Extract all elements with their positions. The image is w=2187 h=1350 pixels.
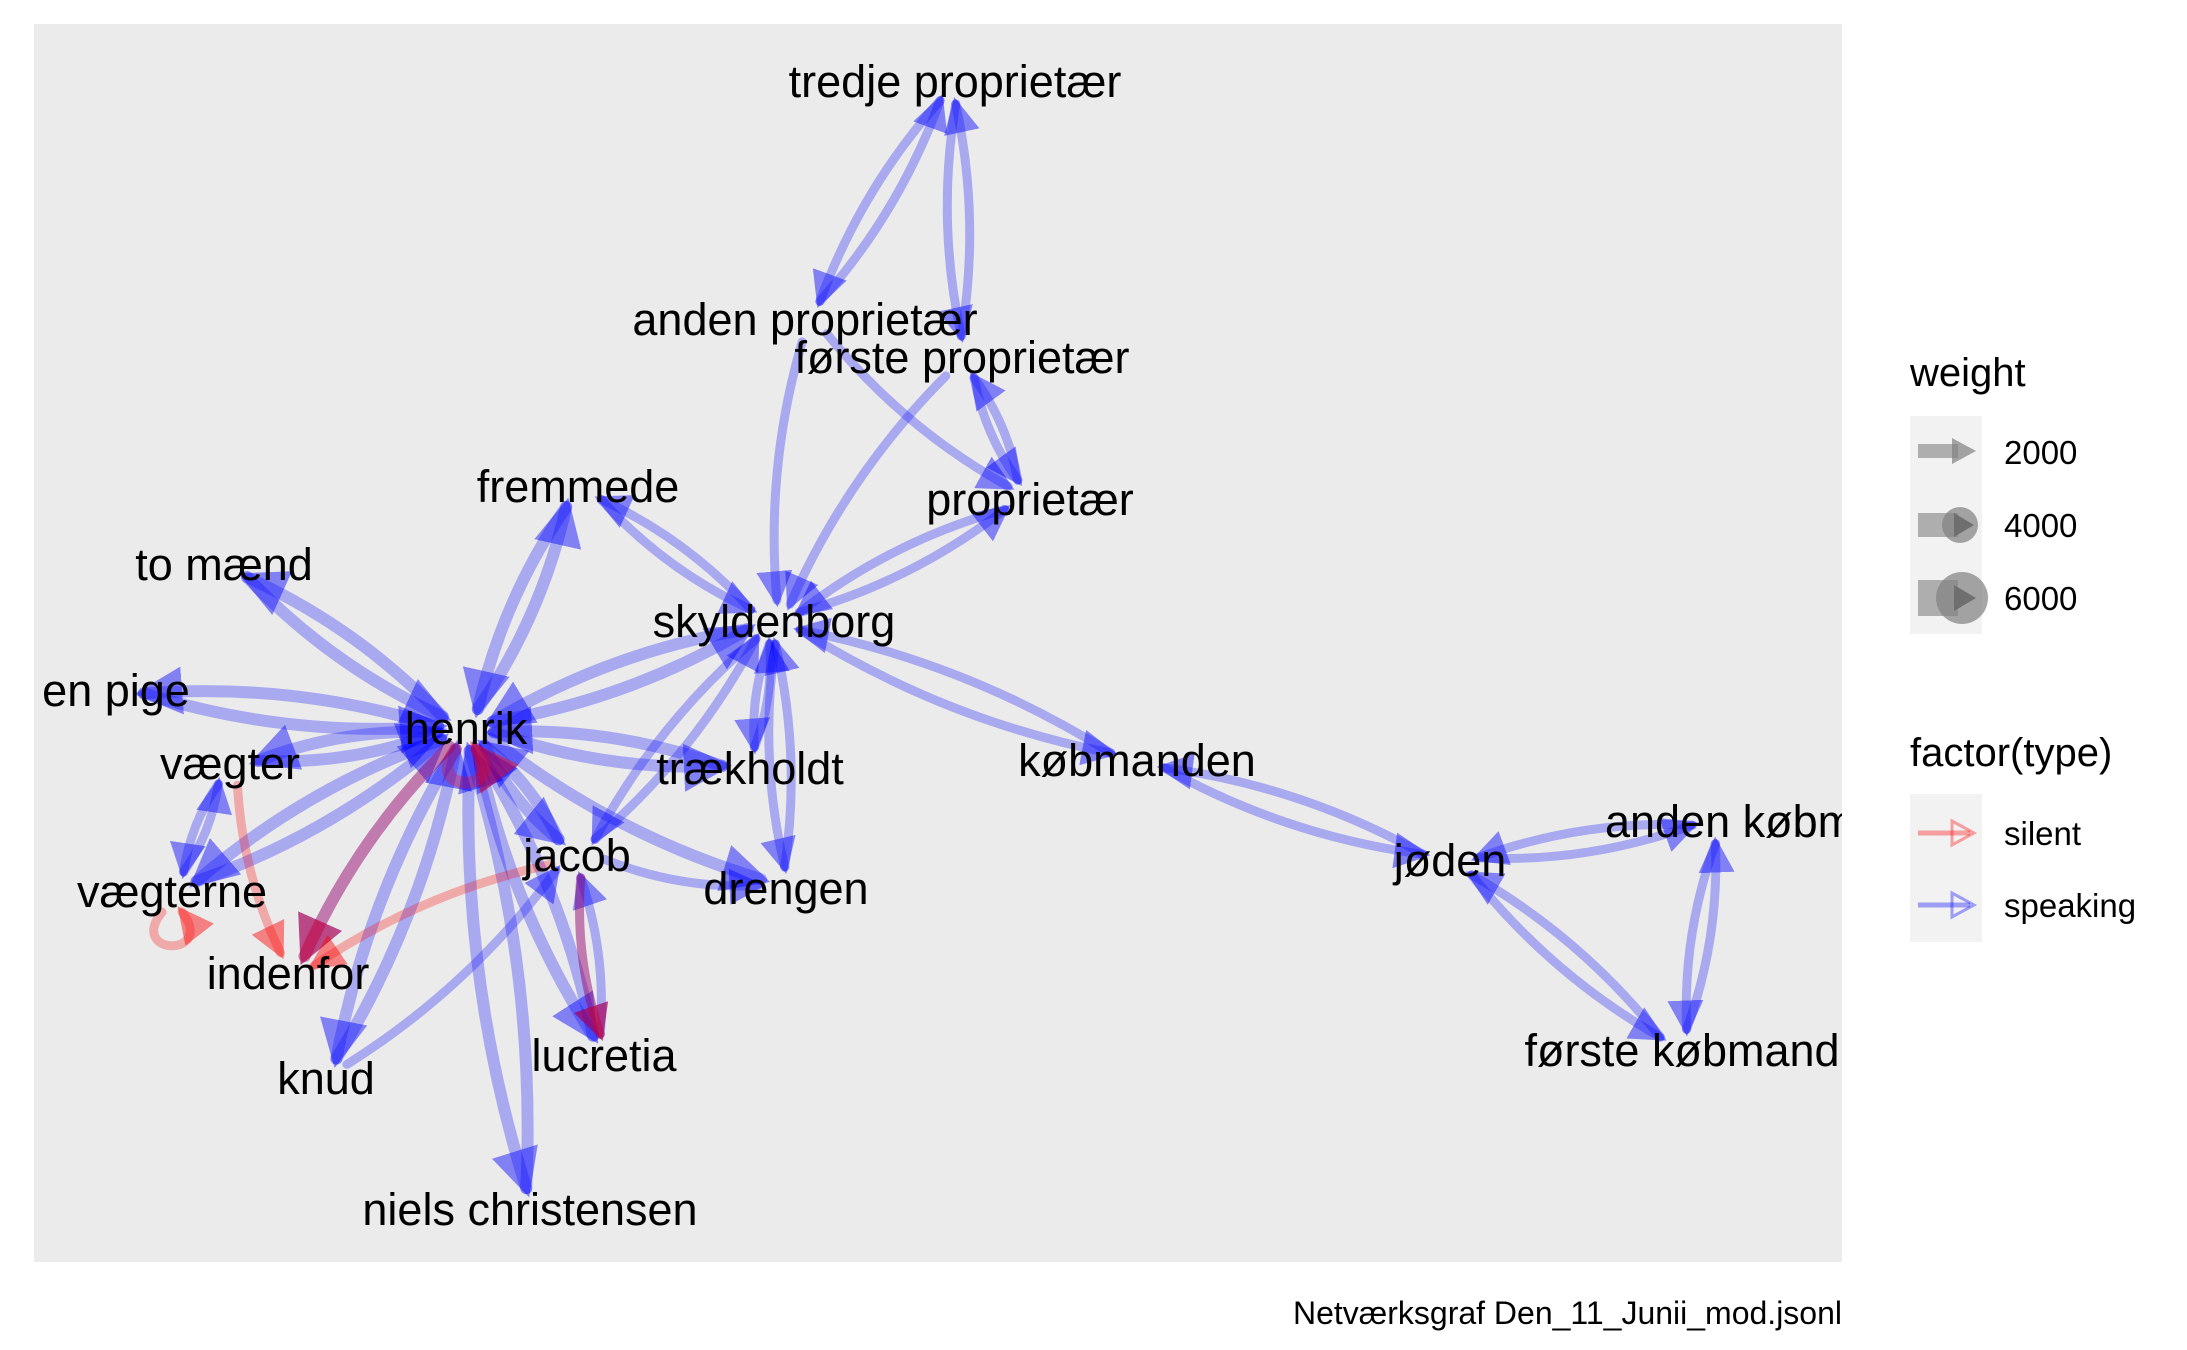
weight-label-4000: 4000 — [2004, 507, 2077, 544]
edge-jacob-to-lucretia — [574, 873, 609, 1042]
edge-henrik-to-henrik — [442, 741, 519, 795]
weight-label-6000: 6000 — [2004, 580, 2077, 617]
edge-joden-to-kobmanden — [1156, 753, 1428, 859]
edge-henrik-to-niels-christensen — [462, 744, 538, 1198]
node-label-to-maend: to mænd — [135, 539, 313, 590]
node-label-anden-proprietaer: anden proprietær — [632, 294, 977, 345]
weight-label-2000: 2000 — [2004, 434, 2077, 471]
edge-vaegter-to-indenfor — [233, 780, 285, 960]
edges-layer — [134, 93, 1735, 1198]
edge-forste-proprietaer-to-tredje-proprietaer — [944, 96, 980, 341]
weight-legend-title: weight — [1909, 351, 2026, 395]
weight-legend: weight 2000 4000 6000 — [1909, 351, 2077, 634]
node-label-lucretia: lucretia — [531, 1030, 677, 1081]
edge-henrik-to-drengen — [485, 732, 771, 892]
edge-jacob-to-drengen — [600, 854, 766, 905]
node-label-anden-kobmand: anden købm — [1605, 796, 1855, 847]
edge-anden-proprietaer-to-skyldenborg — [756, 337, 807, 608]
type-legend-key-background — [1910, 794, 1982, 942]
node-label-tredje-proprietaer: tredje proprietær — [789, 56, 1122, 107]
plot-caption: Netværksgraf Den_11_Junii_mod.jsonl — [1293, 1295, 1842, 1331]
edge-proprietaer-to-forste-proprietaer — [969, 371, 1023, 485]
edge-skyldenborg-to-fremmede — [594, 495, 756, 614]
edge-vaegterne-to-vaegter — [179, 776, 232, 877]
edge-anden-kobmand-to-joden — [1470, 819, 1697, 865]
edge-knud-to-jacob — [342, 864, 561, 1069]
weight-key-6000 — [1918, 572, 1988, 624]
type-legend: factor(type) silent speaking — [1910, 731, 2136, 942]
node-label-indenfor: indenfor — [207, 948, 370, 999]
edge-knud-to-henrik — [330, 739, 472, 1065]
weight-key-4000 — [1918, 507, 1978, 543]
type-legend-title: factor(type) — [1910, 731, 2112, 775]
node-label-fremmede: fremmede — [477, 461, 680, 512]
edge-traekholdt-to-henrik — [484, 706, 729, 772]
node-label-drengen: drengen — [703, 863, 868, 914]
node-label-skyldenborg: skyldenborg — [653, 596, 896, 647]
edge-vaegterne-to-henrik — [190, 733, 449, 888]
edge-henrik-to-indenfor — [298, 740, 456, 965]
edge-forste-kobmand-to-anden-kobmand — [1682, 836, 1735, 1034]
weight-key-2000 — [1918, 438, 1976, 464]
silent-legend-label: silent — [2004, 815, 2081, 852]
edge-skyldenborg-to-kobmanden — [795, 625, 1118, 766]
node-label-henrik: henrik — [405, 703, 528, 754]
node-label-kobmanden: købmanden — [1018, 735, 1256, 786]
edge-forste-kobmand-to-joden — [1465, 870, 1665, 1042]
edge-anden-proprietaer-to-proprietaer — [822, 329, 1015, 491]
edge-anden-proprietaer-to-tredje-proprietaer — [815, 93, 948, 306]
node-label-forste-kobmand: første købmand — [1524, 1025, 1839, 1076]
node-label-proprietaer: proprietær — [926, 474, 1134, 525]
node-label-joden: jøden — [1392, 835, 1507, 886]
edge-vaegterne-to-vaegterne — [149, 906, 214, 951]
edge-kobmanden-to-skyldenborg — [793, 617, 1116, 758]
edge-kobmanden-to-joden — [1159, 763, 1431, 869]
edge-forste-proprietaer-to-skyldenborg — [785, 371, 951, 611]
edge-proprietaer-to-skyldenborg — [793, 505, 1010, 617]
edge-henrik-to-to-maend — [238, 571, 449, 723]
node-label-vaegter: vægter — [160, 738, 300, 789]
edge-niels-christensen-to-henrik — [458, 741, 534, 1195]
node-label-niels-christensen: niels christensen — [362, 1184, 697, 1235]
node-label-forste-proprietaer: første proprietær — [794, 332, 1129, 383]
node-label-vaegterne: vægterne — [77, 866, 267, 917]
node-label-traekholdt: trækholdt — [656, 743, 844, 794]
node-label-jacob: jacob — [521, 830, 631, 881]
node-label-en-pige: en pige — [42, 665, 190, 716]
edge-drengen-to-skyldenborg — [764, 636, 800, 872]
silent-legend-key — [1918, 818, 1978, 848]
speaking-legend-key — [1918, 890, 1978, 920]
edge-skyldenborg-to-henrik — [484, 623, 754, 728]
edge-jacob-to-indenfor — [307, 859, 556, 971]
speaking-legend-label: speaking — [2004, 887, 2136, 924]
node-label-knud: knud — [277, 1053, 375, 1104]
